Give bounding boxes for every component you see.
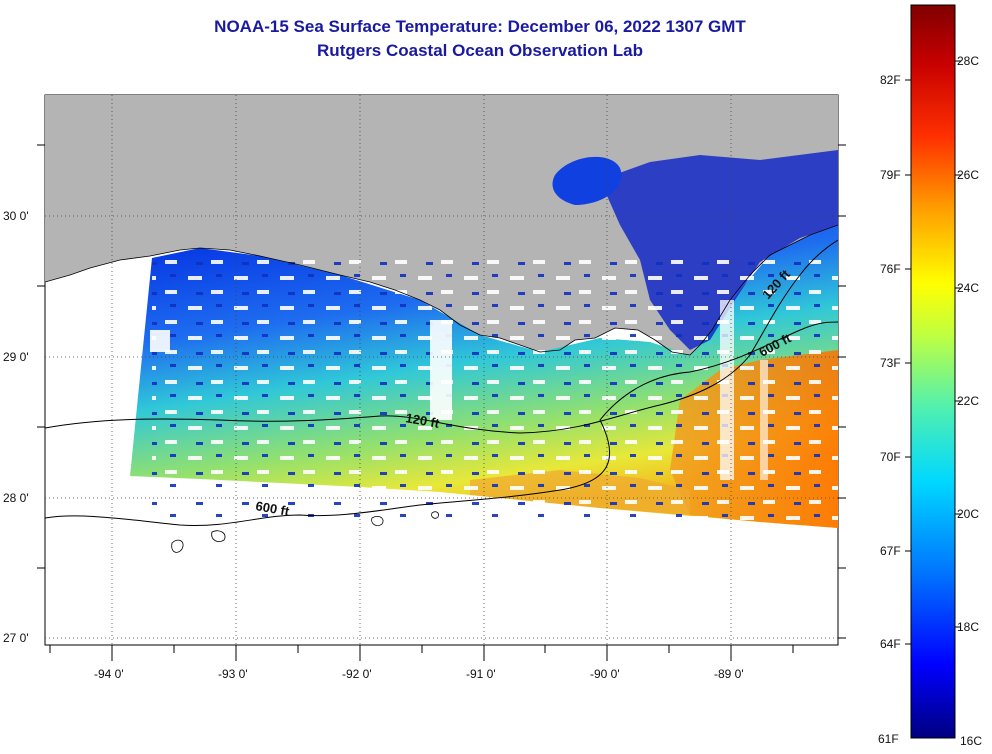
colorbar-label-f: 76F bbox=[880, 262, 901, 276]
colorbar-label-f: 64F bbox=[880, 637, 901, 651]
contour-label-120: 120 ft bbox=[404, 410, 441, 431]
lon-label: -91 0' bbox=[466, 667, 496, 681]
lat-label: 30 0' bbox=[3, 209, 29, 223]
colorbar-label-c: 16C bbox=[960, 734, 983, 748]
colorbar-label-c: 28C bbox=[957, 54, 980, 68]
colorbar-ticks bbox=[905, 60, 961, 645]
cloud-patch bbox=[150, 330, 170, 352]
coastline bbox=[45, 224, 838, 356]
colorbar-label-c: 18C bbox=[957, 620, 980, 634]
cloud-band bbox=[760, 360, 768, 480]
lat-label: 29 0' bbox=[3, 350, 29, 364]
lon-label: -93 0' bbox=[218, 667, 248, 681]
map-title: NOAA-15 Sea Surface Temperature: Decembe… bbox=[214, 17, 746, 36]
cloud-band bbox=[430, 320, 452, 420]
colorbar-label-f: 67F bbox=[880, 544, 901, 558]
lat-label: 27 0' bbox=[3, 631, 29, 645]
colorbar-label-c: 26C bbox=[957, 168, 980, 182]
lon-label: -92 0' bbox=[342, 667, 372, 681]
colorbar-label-f: 61F bbox=[878, 732, 899, 746]
contour-120ft bbox=[45, 239, 838, 434]
lon-label: -90 0' bbox=[590, 667, 620, 681]
graticule bbox=[45, 95, 838, 645]
lat-label: 28 0' bbox=[3, 491, 29, 505]
colorbar-label-f: 82F bbox=[880, 73, 901, 87]
colorbar-label-f: 73F bbox=[880, 356, 901, 370]
lon-label: -89 0' bbox=[714, 667, 744, 681]
contour-600ft bbox=[45, 321, 838, 526]
lon-label: -94 0' bbox=[94, 667, 124, 681]
cold-lake bbox=[552, 156, 622, 205]
colorbar-label-c: 22C bbox=[957, 394, 980, 408]
colorbar bbox=[910, 4, 956, 739]
colorbar-label-c: 20C bbox=[957, 507, 980, 521]
map-subtitle: Rutgers Coastal Ocean Observation Lab bbox=[317, 41, 643, 60]
colorbar-label-f: 70F bbox=[880, 450, 901, 464]
colorbar-label-f: 79F bbox=[880, 168, 901, 182]
colorbar-label-c: 24C bbox=[957, 281, 980, 295]
cloud-band bbox=[720, 300, 734, 480]
axis-ticks bbox=[37, 144, 846, 661]
contour-label-600: 600 ft bbox=[254, 498, 291, 519]
